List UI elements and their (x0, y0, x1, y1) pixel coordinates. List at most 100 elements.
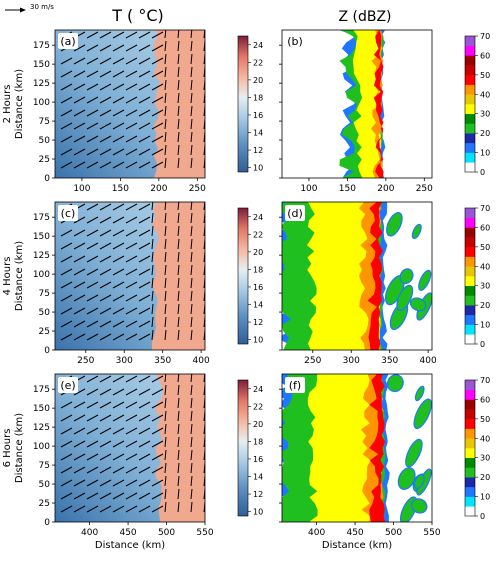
reflectivity-band (373, 30, 384, 178)
colorbar: 0 10 20 30 40 50 60 70 (464, 204, 490, 349)
wind-vectors (60, 202, 205, 341)
wind-vector (164, 144, 167, 156)
wind-vector (99, 307, 112, 315)
wind-vector (151, 466, 164, 474)
wind-vector (151, 161, 164, 169)
wind-vector (190, 264, 193, 276)
wind-vector (125, 268, 138, 276)
wind-vector (177, 30, 180, 39)
colorbar-ramp (237, 35, 249, 173)
wind-vector (190, 384, 193, 396)
wind-vector (151, 427, 164, 435)
wind-vector (190, 105, 193, 117)
wind-vector (112, 57, 125, 65)
wind-vector (112, 479, 125, 487)
colorbar-frame (464, 379, 476, 517)
colorbar-frame (464, 207, 476, 345)
wind-vector (86, 148, 99, 156)
colorbar-tick-label: 20 (480, 301, 490, 310)
wind-vector (86, 479, 99, 487)
wind-vector (177, 316, 180, 328)
wind-vector (60, 479, 73, 487)
colorbar-tick-label: 50 (480, 71, 490, 80)
wind-vector (112, 203, 125, 211)
y-tick-label: 125 (33, 251, 50, 261)
wind-vector (60, 414, 73, 422)
x-tick-label: 500 (158, 528, 175, 538)
wind-vector (99, 440, 112, 448)
wind-vector (86, 388, 99, 396)
colorbar-tick-label: 50 (480, 243, 490, 252)
colorbar-tick-label: 14 (253, 473, 263, 482)
wind-vector (190, 92, 193, 104)
wind-vector (60, 83, 73, 91)
wind-vector (151, 505, 164, 513)
colorbar-segment (465, 65, 475, 76)
reflectivity-cell (386, 211, 403, 237)
wind-vector (86, 31, 99, 39)
x-tick-label: 150 (112, 184, 129, 194)
x-tick-label: 100 (73, 184, 90, 194)
colorbar-segment (465, 467, 475, 478)
y-tick-label: 0 (44, 518, 50, 528)
wind-vector (112, 148, 125, 156)
wind-vector (138, 440, 151, 448)
wind-vector (164, 397, 167, 409)
colorbar-segment (465, 399, 475, 410)
panel-d: (d) 250 300 350 400 0 10 20 30 40 50 60 70 (279, 201, 490, 366)
wind-vector (138, 135, 151, 143)
row-label: 6 Hours (2, 429, 13, 468)
wind-vector (112, 31, 125, 39)
wind-vector (73, 307, 86, 315)
wind-vector (60, 135, 73, 143)
wind-vector (99, 229, 112, 237)
colorbar-tick-label: 16 (253, 455, 263, 464)
panel-label: (d) (287, 207, 303, 220)
wind-vector (112, 375, 125, 383)
colorbar-segment (465, 285, 475, 296)
colorbar-segment (465, 477, 475, 488)
wind-vector (99, 479, 112, 487)
wind-vector (60, 401, 73, 409)
reflectivity-cell (413, 473, 425, 490)
colorbar-segment (465, 295, 475, 306)
wind-vector (73, 148, 86, 156)
wind-vector (86, 453, 99, 461)
wind-vector (164, 53, 167, 65)
wind-vector (151, 225, 154, 237)
wind-vector (73, 242, 86, 250)
colorbar: 10 12 14 16 18 20 22 24 (237, 207, 263, 345)
wind-vector (60, 57, 73, 65)
wind-vector (177, 436, 180, 448)
wind-vector (138, 70, 151, 78)
wind-vector (73, 44, 86, 52)
wind-vector (99, 161, 112, 169)
wind-vector (125, 57, 138, 65)
wind-vector (86, 57, 99, 65)
wind-vector (164, 251, 167, 263)
wind-vector (151, 277, 154, 289)
wind-vector (99, 122, 112, 130)
wind-vector (99, 320, 112, 328)
reflectivity-cell (418, 269, 432, 291)
wind-vector (164, 410, 167, 422)
wind-vector (60, 255, 73, 263)
wind-vector (125, 427, 138, 435)
wind-vector (177, 238, 180, 250)
wind-vector (60, 109, 73, 117)
colorbar-segment (465, 506, 475, 517)
wind-vector (177, 92, 180, 104)
column-title-temperature: T ( °C) (111, 6, 164, 25)
wind-vector (151, 83, 164, 91)
warm-air-region (153, 30, 205, 178)
wind-vector (125, 453, 138, 461)
x-axis-label: Distance (km) (95, 540, 165, 551)
wind-vector (203, 374, 205, 383)
x-tick-label: 500 (385, 528, 402, 538)
wind-vector (164, 501, 167, 513)
wind-vector (151, 440, 164, 448)
colorbar-segment (465, 36, 475, 47)
x-tick-label: 300 (116, 356, 133, 366)
wind-vector (125, 148, 138, 156)
wind-vector (151, 57, 164, 65)
